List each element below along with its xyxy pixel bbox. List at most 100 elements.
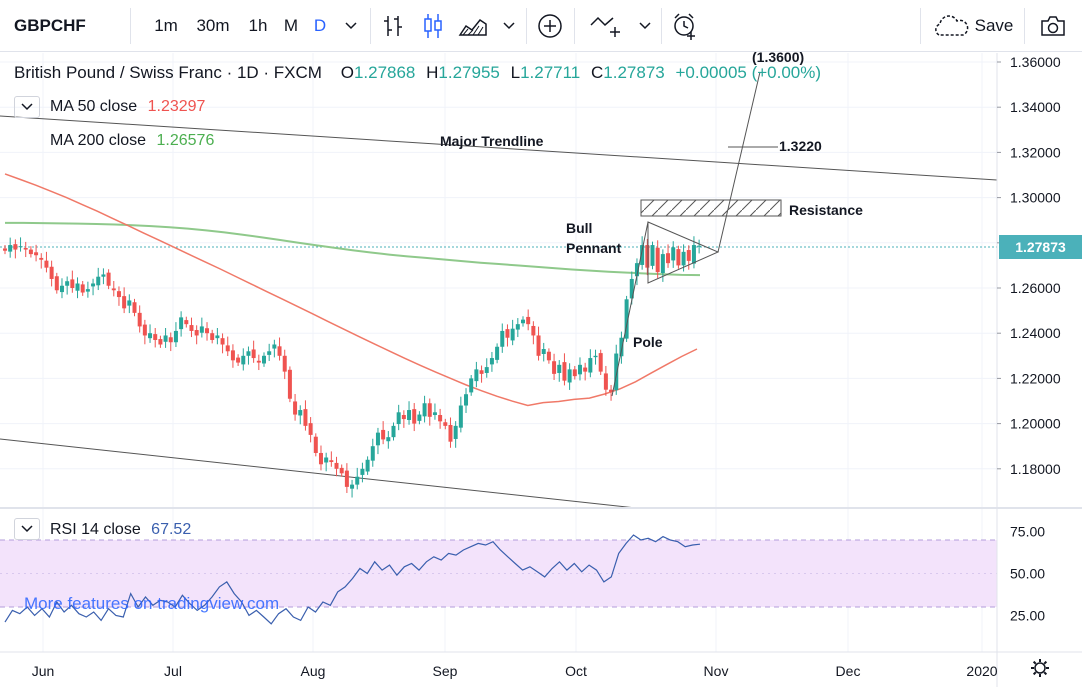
price-axis-label: 1.36000 bbox=[1010, 54, 1061, 70]
candle-body bbox=[624, 299, 629, 339]
ma200-legend[interactable]: MA 200 close 1.26576 bbox=[50, 132, 214, 150]
candle-body bbox=[339, 467, 344, 474]
rsi-legend[interactable]: RSI 14 close 67.52 bbox=[50, 521, 191, 539]
axes: 1.360001.340001.320001.300001.280001.260… bbox=[0, 53, 1082, 687]
candle-body bbox=[552, 361, 557, 374]
major-trendline bbox=[0, 115, 998, 181]
time-axis-label: Jul bbox=[164, 663, 182, 679]
candle-body bbox=[448, 424, 453, 442]
price-axis-label: 1.26000 bbox=[1010, 280, 1061, 296]
chart-legend: British Pound / Swiss Franc · 1D · FXCM … bbox=[14, 63, 821, 83]
candle-body bbox=[500, 330, 505, 347]
candle-body bbox=[360, 468, 365, 475]
cloud-save-icon[interactable] bbox=[932, 0, 970, 52]
alert-icon[interactable] bbox=[667, 0, 703, 52]
candle-body bbox=[541, 349, 546, 354]
candle-body bbox=[412, 409, 417, 424]
candle-body bbox=[484, 367, 489, 373]
candle-body bbox=[303, 409, 308, 426]
save-button[interactable]: Save bbox=[974, 16, 1014, 35]
candle-body bbox=[59, 285, 64, 293]
interval-month[interactable]: M bbox=[283, 16, 299, 35]
candle-body bbox=[91, 283, 96, 287]
candle-body bbox=[298, 410, 303, 416]
rsi-line bbox=[4, 534, 701, 625]
candle-body bbox=[122, 296, 127, 309]
bar-style-icon[interactable] bbox=[378, 0, 408, 52]
interval-1m[interactable]: 1m bbox=[154, 16, 178, 35]
candle-body bbox=[396, 412, 401, 425]
candle-body bbox=[598, 353, 603, 372]
candle-body bbox=[676, 249, 681, 266]
candle-body bbox=[18, 246, 23, 248]
candle-style-icon[interactable] bbox=[418, 0, 448, 52]
collapse-legend-button[interactable] bbox=[14, 96, 40, 118]
area-style-icon[interactable] bbox=[456, 0, 490, 52]
chevron-down-icon[interactable] bbox=[496, 0, 522, 52]
camera-icon[interactable] bbox=[1036, 0, 1070, 52]
candle-body bbox=[137, 312, 142, 327]
candle-body bbox=[521, 319, 525, 324]
candle-body bbox=[49, 266, 54, 279]
candle-body bbox=[469, 378, 474, 393]
candle-body bbox=[132, 302, 137, 313]
add-indicator-icon[interactable] bbox=[534, 0, 566, 52]
lower-trendline bbox=[0, 438, 637, 509]
candle-body bbox=[277, 346, 282, 356]
chevron-down-icon[interactable] bbox=[338, 0, 364, 52]
rsi-line bbox=[4, 534, 701, 625]
symbol-title: British Pound / Swiss Franc · 1D · FXCM bbox=[14, 63, 322, 82]
candle-body bbox=[391, 425, 396, 438]
high-label: H bbox=[426, 63, 439, 82]
candle-body bbox=[65, 281, 70, 286]
candle-body bbox=[443, 422, 448, 426]
target-label-1-3600: (1.3600) bbox=[752, 52, 804, 65]
candle-body bbox=[220, 338, 225, 345]
candle-body bbox=[34, 252, 39, 256]
candle-body bbox=[236, 357, 241, 363]
gear-icon[interactable] bbox=[1031, 659, 1049, 677]
low-label: L bbox=[510, 63, 521, 82]
interval-1h[interactable]: 1h bbox=[248, 16, 268, 35]
time-axis-label: Jun bbox=[32, 663, 55, 679]
collapse-rsi-legend-button[interactable] bbox=[14, 518, 40, 540]
candle-body bbox=[39, 257, 44, 260]
toolbar-divider bbox=[526, 8, 527, 44]
candle-body bbox=[562, 362, 567, 381]
candle-body bbox=[70, 279, 75, 288]
symbol-search[interactable]: GBPCHF bbox=[14, 16, 86, 35]
interval-30m[interactable]: 30m bbox=[196, 16, 230, 35]
candle-body bbox=[531, 325, 536, 336]
candle-body bbox=[210, 333, 215, 340]
candle-body bbox=[603, 373, 608, 390]
candle-body bbox=[111, 288, 116, 291]
tradingview-watermark[interactable]: More features on tradingview.com bbox=[24, 594, 280, 613]
target-label-1-3220: 1.3220 bbox=[779, 138, 822, 154]
candle-body bbox=[168, 337, 173, 343]
compare-icon[interactable] bbox=[586, 0, 626, 52]
price-chart[interactable]: 1.360001.340001.320001.300001.280001.260… bbox=[0, 52, 1082, 687]
candle-body bbox=[3, 248, 7, 251]
toolbar-divider bbox=[661, 8, 662, 44]
candle-body bbox=[432, 412, 437, 416]
chevron-down-icon[interactable] bbox=[632, 0, 658, 52]
candle-body bbox=[577, 364, 582, 375]
candle-body bbox=[127, 300, 132, 306]
ma50-value: 1.23297 bbox=[147, 98, 206, 115]
candle-body bbox=[148, 333, 153, 339]
candle-body bbox=[225, 345, 230, 352]
candle-body bbox=[23, 247, 28, 250]
time-axis-label: Oct bbox=[565, 663, 587, 679]
rsi-label: RSI 14 close bbox=[50, 521, 141, 538]
candle-body bbox=[505, 329, 510, 338]
rsi-axis-label: 25.00 bbox=[1010, 607, 1045, 623]
ma50-legend[interactable]: MA 50 close 1.23297 bbox=[50, 98, 205, 116]
candle-body bbox=[44, 260, 49, 268]
pole-label: Pole bbox=[633, 334, 663, 350]
candle-body bbox=[567, 369, 572, 383]
bull-pennant-triangle bbox=[647, 221, 720, 284]
price-axis-label: 1.20000 bbox=[1010, 416, 1061, 432]
candle-body bbox=[365, 459, 370, 472]
interval-day[interactable]: D bbox=[313, 16, 327, 35]
candle-body bbox=[85, 289, 90, 292]
